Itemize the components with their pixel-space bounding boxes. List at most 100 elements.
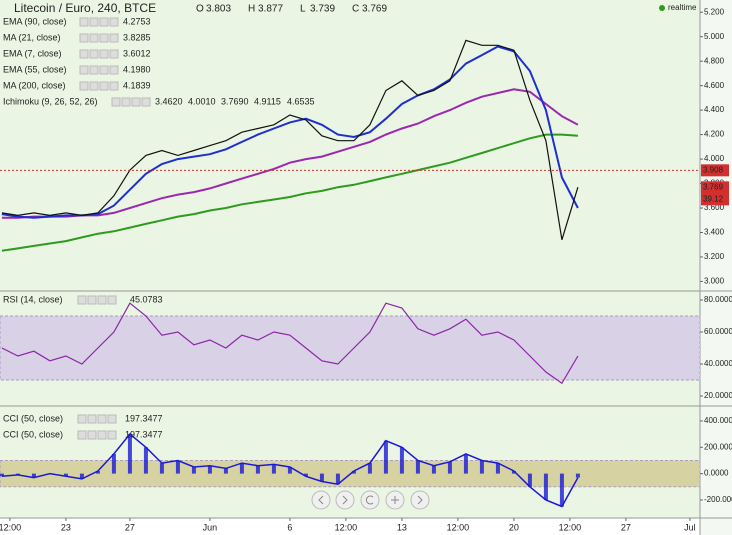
x-tick-label: 12:00 xyxy=(0,522,21,532)
nav-button[interactable] xyxy=(335,490,355,510)
legend-name: CCI (50, close) xyxy=(3,413,63,423)
nav-icon xyxy=(365,495,374,505)
bar xyxy=(63,473,68,477)
legend-value: 4.0010 xyxy=(188,96,216,106)
y-tick-label: 4.600 xyxy=(704,81,725,90)
nav-buttons xyxy=(311,490,430,510)
x-tick-label: 27 xyxy=(621,522,631,532)
legend-icon xyxy=(99,49,109,59)
nav-button[interactable] xyxy=(360,490,380,510)
legend-icon xyxy=(79,65,89,75)
price-tag-label: 3.908 xyxy=(703,165,724,174)
band xyxy=(0,315,701,381)
bar xyxy=(79,473,84,479)
price-tag xyxy=(701,181,729,206)
bar xyxy=(319,473,324,482)
x-tick-label: 23 xyxy=(61,522,71,532)
legend-value: 45.0783 xyxy=(130,294,163,304)
status-dot xyxy=(659,5,665,11)
bar xyxy=(303,473,308,477)
series-line xyxy=(1,39,579,240)
legend-icon xyxy=(79,33,89,43)
y-tick-label: 3.400 xyxy=(704,228,725,237)
y-tick-label: 3.000 xyxy=(704,277,725,286)
bar xyxy=(223,468,228,474)
legend-icon xyxy=(79,81,89,91)
legend-name: CCI (50, close) xyxy=(3,429,63,439)
legend-value: 4.6535 xyxy=(287,96,315,106)
legend-value: 197.3477 xyxy=(125,413,163,423)
bar xyxy=(463,453,468,474)
countdown: 39.12 xyxy=(703,194,724,203)
x-tick-label: 12:00 xyxy=(335,522,358,532)
y-tick-label: 200.000 xyxy=(704,442,732,451)
bar xyxy=(207,465,212,474)
bar xyxy=(335,473,340,485)
legend-icon xyxy=(99,33,109,43)
x-tick-label: Jun xyxy=(203,522,218,532)
x-tick-label: 13 xyxy=(397,522,407,532)
price-tag-label: 3.769 xyxy=(703,182,724,191)
legend-icon xyxy=(131,97,141,107)
bar xyxy=(431,465,436,474)
chart-title: Litecoin / Euro, 240, BTCE xyxy=(14,1,156,15)
bar xyxy=(543,473,548,500)
bar xyxy=(175,460,180,474)
plot-background xyxy=(0,0,700,518)
legend-icon xyxy=(97,414,107,424)
legend-name: RSI (14, close) xyxy=(3,294,63,304)
x-tick-label: Jul xyxy=(684,522,696,532)
series-line xyxy=(1,433,579,508)
bar xyxy=(159,463,164,474)
y-tick-label: 3.600 xyxy=(704,203,725,212)
bar xyxy=(479,460,484,474)
x-tick-label: 6 xyxy=(287,522,292,532)
legend-icon xyxy=(109,65,119,75)
ohlc-value: 3.877 xyxy=(258,4,283,15)
legend-icon xyxy=(89,49,99,59)
y-tick-label: 80.0000 xyxy=(704,295,732,304)
legend-name: EMA (55, close) xyxy=(3,64,67,74)
legend-icon xyxy=(109,33,119,43)
legend-value: 4.1839 xyxy=(123,80,151,90)
legend-name: MA (21, close) xyxy=(3,32,61,42)
legend-name: EMA (7, close) xyxy=(3,48,62,58)
legend-value: 4.1980 xyxy=(123,64,151,74)
legend-name: Ichimoku (9, 26, 52, 26) xyxy=(3,96,98,106)
bar xyxy=(447,461,452,474)
axis-background xyxy=(700,0,732,535)
x-tick-label: 12:00 xyxy=(447,522,470,532)
series-line xyxy=(1,133,578,252)
legend-icon xyxy=(109,49,119,59)
nav-icon xyxy=(318,495,423,505)
ohlc-value: 3.769 xyxy=(362,4,387,15)
bar xyxy=(527,473,532,487)
legend-icon xyxy=(89,17,99,27)
legend-icon xyxy=(77,295,87,305)
bar xyxy=(143,447,148,474)
price-tag xyxy=(701,164,729,177)
legend-name: MA (200, close) xyxy=(3,80,66,90)
bar xyxy=(511,470,516,474)
legend-value: 4.9115 xyxy=(254,96,281,106)
x-tick-label: 27 xyxy=(125,522,135,532)
y-tick-label: 5.000 xyxy=(704,32,725,41)
legend-icon xyxy=(107,295,117,305)
x-tick-label: 12:00 xyxy=(559,522,582,532)
legend-icon xyxy=(107,414,117,424)
y-tick-label: 20.0000 xyxy=(704,391,732,400)
bar xyxy=(127,434,132,474)
legend-icon xyxy=(99,65,109,75)
legend-icon xyxy=(79,49,89,59)
nav-button[interactable] xyxy=(410,490,430,510)
nav-button[interactable] xyxy=(311,490,331,510)
bar xyxy=(239,463,244,474)
bar xyxy=(255,465,260,474)
legend-icon xyxy=(111,97,121,107)
legend-icon xyxy=(99,17,109,27)
bar xyxy=(383,440,388,474)
y-tick-label: -200.000 xyxy=(704,495,732,504)
legend-value: 4.2753 xyxy=(123,16,151,26)
y-tick-label: 0.0000 xyxy=(704,469,729,478)
series-line xyxy=(1,302,579,385)
